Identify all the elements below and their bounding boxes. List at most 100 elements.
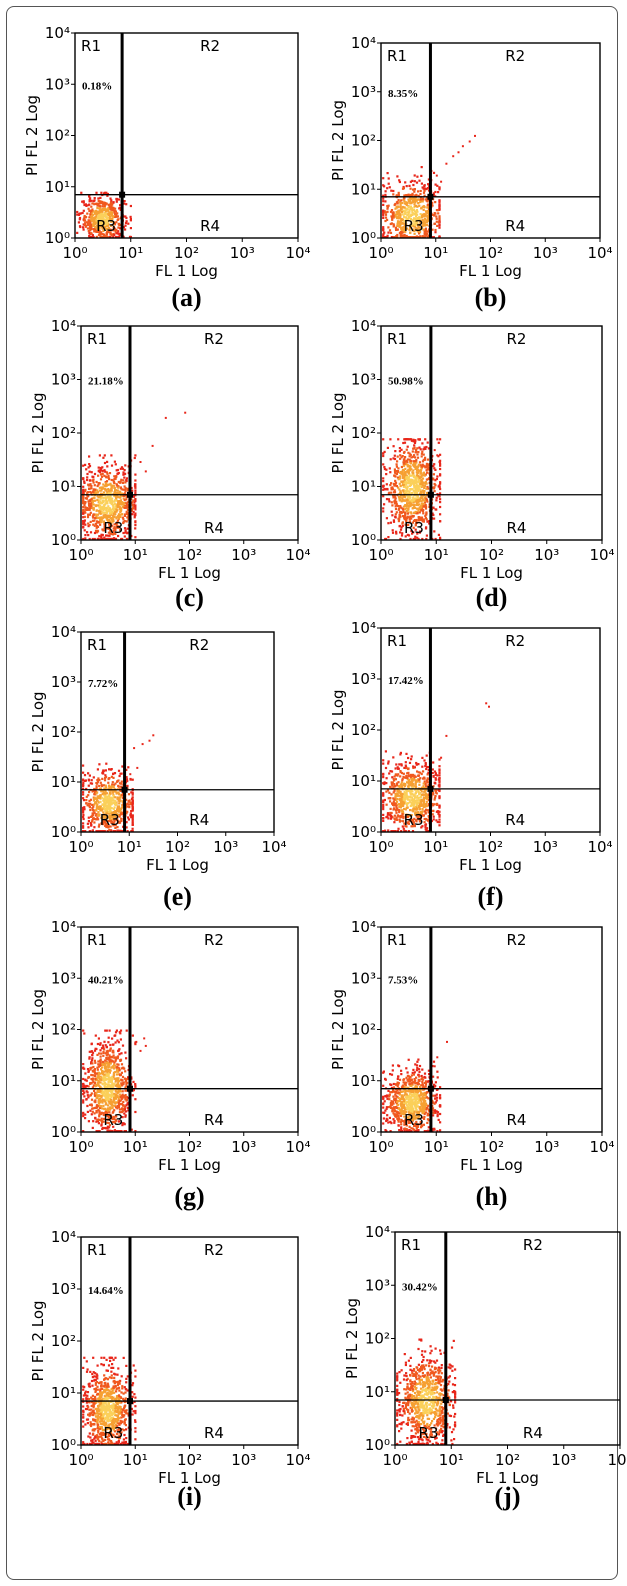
- event-dot: [102, 208, 105, 212]
- event-dot: [119, 529, 122, 532]
- event-dot: [428, 520, 431, 523]
- gate-handle[interactable]: [427, 193, 434, 200]
- event-dot: [408, 452, 411, 455]
- event-dot: [134, 486, 137, 489]
- event-dot: [123, 476, 126, 479]
- event-dot: [86, 804, 89, 807]
- event-dot: [86, 491, 89, 494]
- event-dot: [396, 766, 399, 769]
- event-dot: [436, 493, 439, 496]
- event-dot: [391, 236, 394, 239]
- event-dot: [386, 812, 390, 815]
- event-dot: [114, 1102, 117, 1105]
- event-dot: [127, 816, 130, 819]
- event-dot: [433, 486, 436, 489]
- event-dot: [119, 794, 122, 797]
- event-dot: [426, 465, 429, 468]
- x-tick-label: 10²: [177, 546, 202, 564]
- event-dot: [90, 782, 94, 785]
- event-dot: [99, 512, 102, 515]
- event-dot: [382, 194, 385, 197]
- event-dot: [93, 197, 96, 200]
- gate-handle[interactable]: [126, 491, 133, 498]
- event-dot: [438, 218, 441, 221]
- event-dot: [414, 799, 417, 802]
- event-dot: [400, 208, 403, 211]
- event-dot: [90, 471, 93, 474]
- event-dot: [94, 491, 97, 494]
- event-dot: [388, 791, 391, 794]
- event-dot: [90, 498, 93, 501]
- event-dot: [131, 822, 134, 825]
- event-dot: [419, 198, 422, 201]
- event-dot: [95, 785, 98, 788]
- event-dot: [87, 207, 90, 210]
- event-dot: [102, 487, 105, 490]
- event-dot: [409, 488, 413, 491]
- gate-handle[interactable]: [427, 785, 434, 792]
- event-dot: [425, 234, 428, 237]
- x-tick-label: 10³: [534, 546, 559, 564]
- event-dot: [128, 806, 131, 809]
- outlier-dot: [457, 151, 460, 154]
- event-dot: [108, 796, 111, 799]
- event-dot: [84, 1085, 87, 1089]
- event-dot: [93, 524, 96, 527]
- event-dot: [402, 827, 405, 830]
- event-dot: [406, 821, 409, 824]
- event-dot: [437, 212, 440, 215]
- event-dot: [397, 767, 400, 770]
- event-dot: [382, 236, 385, 239]
- event-dot: [437, 494, 440, 497]
- event-dot: [87, 466, 90, 469]
- event-dot: [411, 773, 415, 776]
- event-dot: [92, 1065, 95, 1069]
- event-dot: [116, 1094, 119, 1097]
- event-dot: [396, 504, 399, 508]
- event-dot: [395, 811, 398, 814]
- event-dot: [392, 223, 395, 226]
- event-dot: [399, 801, 403, 804]
- event-dot: [434, 183, 437, 186]
- event-dot: [415, 448, 418, 452]
- event-dot: [418, 481, 421, 484]
- event-dot: [420, 500, 423, 503]
- event-dot: [407, 505, 410, 508]
- event-dot: [89, 1109, 92, 1112]
- event-dot: [100, 475, 104, 478]
- event-dot: [126, 487, 129, 490]
- outlier-dot: [485, 702, 488, 705]
- event-dot: [409, 790, 412, 793]
- event-dot: [97, 469, 100, 472]
- event-dot: [120, 1052, 123, 1055]
- gate-handle[interactable]: [119, 191, 126, 198]
- gate-handle[interactable]: [427, 491, 434, 498]
- event-dot: [398, 212, 401, 215]
- gate-handle[interactable]: [121, 786, 128, 793]
- event-dot: [102, 819, 105, 822]
- event-dot: [411, 809, 414, 812]
- event-dot: [104, 824, 107, 827]
- event-dot: [107, 474, 110, 478]
- event-cloud: [82, 1029, 147, 1133]
- event-dot: [408, 496, 411, 499]
- event-dot: [418, 511, 421, 514]
- event-dot: [404, 505, 408, 508]
- event-dot: [105, 208, 108, 211]
- event-dot: [401, 210, 404, 214]
- event-dot: [104, 470, 107, 473]
- event-dot: [82, 817, 85, 821]
- event-dot: [124, 531, 127, 534]
- event-dot: [413, 180, 416, 183]
- event-dot: [110, 484, 113, 487]
- event-dot: [94, 504, 98, 508]
- event-dot: [402, 480, 405, 483]
- event-dot: [92, 200, 95, 203]
- outlier-dot: [433, 449, 436, 452]
- event-dot: [393, 817, 396, 820]
- event-dot: [400, 456, 403, 459]
- event-dot: [85, 795, 88, 798]
- event-dot: [110, 488, 113, 491]
- event-dot: [114, 796, 117, 799]
- y-tick-label: 10⁴: [51, 317, 76, 335]
